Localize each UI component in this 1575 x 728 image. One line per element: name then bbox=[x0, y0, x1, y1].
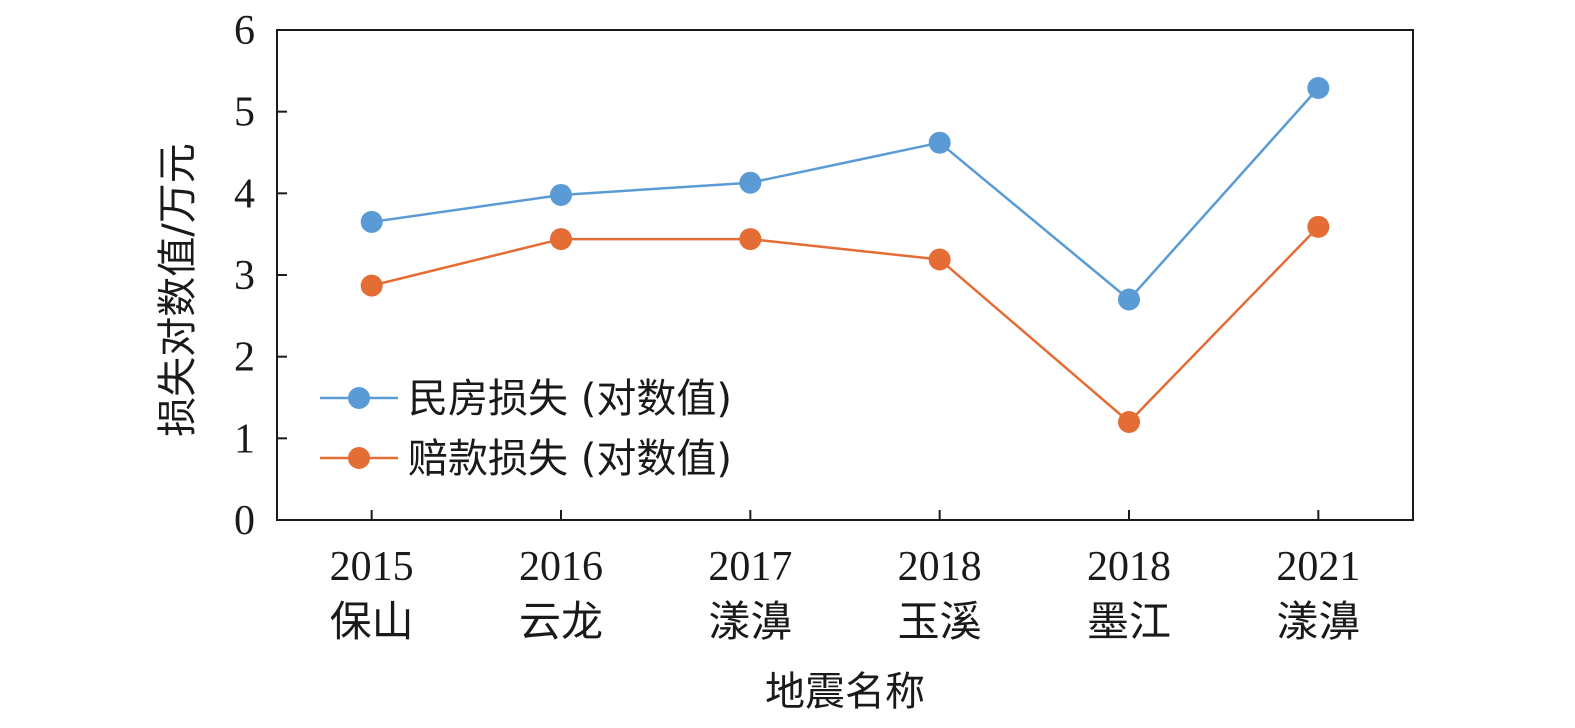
data-point bbox=[550, 183, 572, 206]
data-point bbox=[1307, 76, 1330, 99]
data-point bbox=[739, 228, 762, 251]
data-point bbox=[1307, 215, 1330, 238]
legend-label: 民房损失 (对数值) bbox=[408, 376, 732, 422]
legend-marker bbox=[348, 387, 370, 409]
x-tick-label-year: 2017 bbox=[708, 544, 792, 590]
x-tick-label-year: 2018 bbox=[1087, 544, 1171, 590]
data-point bbox=[928, 248, 951, 271]
x-tick-label-place: 漾濞 bbox=[1276, 599, 1360, 646]
y-tick-label: 5 bbox=[234, 90, 255, 136]
x-tick-label-place: 漾濞 bbox=[708, 599, 792, 646]
y-tick-label: 6 bbox=[234, 8, 255, 54]
y-tick-label: 4 bbox=[234, 171, 255, 217]
x-tick-label-year: 2016 bbox=[519, 544, 603, 590]
series-layer bbox=[360, 76, 1330, 433]
data-point bbox=[1118, 411, 1140, 433]
legend: 民房损失 (对数值) 赔款损失 (对数值) bbox=[320, 376, 732, 482]
x-tick-label-year: 2021 bbox=[1276, 544, 1360, 590]
data-point bbox=[360, 274, 383, 297]
series-line bbox=[371, 225, 1320, 424]
data-point bbox=[739, 171, 762, 194]
legend-marker bbox=[348, 447, 370, 469]
x-tick-label-year: 2015 bbox=[330, 544, 414, 590]
x-tick-label-place: 玉溪 bbox=[898, 600, 982, 646]
data-point bbox=[360, 210, 383, 233]
y-axis-ticks: 0 1 2 3 4 5 6 bbox=[234, 8, 287, 544]
y-axis-title: 损失对数值/万元 bbox=[155, 143, 201, 436]
x-axis-title: 地震名称 bbox=[765, 669, 925, 715]
x-axis-ticks: 2015 保山 2016 云龙 2017 漾濞 2018 玉溪 2018 墨江 2021 漾濞 bbox=[330, 510, 1360, 646]
x-tick-label-place: 云龙 bbox=[519, 600, 603, 646]
x-tick-label-place: 墨江 bbox=[1087, 600, 1171, 646]
y-tick-label: 1 bbox=[234, 416, 255, 462]
series-line bbox=[371, 87, 1320, 302]
legend-label: 赔款损失 (对数值) bbox=[408, 436, 732, 482]
data-point bbox=[550, 228, 572, 251]
y-tick-label: 3 bbox=[234, 253, 255, 299]
y-tick-label: 2 bbox=[234, 335, 255, 381]
y-tick-label: 0 bbox=[234, 498, 255, 544]
data-point bbox=[928, 131, 951, 154]
x-tick-label-year: 2018 bbox=[898, 544, 982, 590]
data-point bbox=[1118, 288, 1140, 311]
x-tick-label-place: 保山 bbox=[330, 600, 414, 646]
